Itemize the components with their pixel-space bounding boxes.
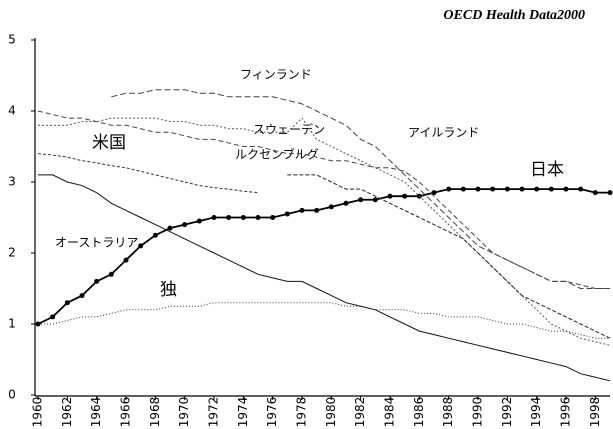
series-label: アイルランド — [408, 126, 479, 140]
point — [50, 314, 56, 320]
series-line — [37, 153, 259, 194]
x-tick-label: 1984 — [383, 397, 397, 428]
point — [372, 197, 378, 203]
point — [79, 293, 85, 299]
point — [431, 190, 437, 196]
point — [138, 243, 144, 249]
x-tick-label: 1990 — [471, 397, 485, 428]
y-tick-label: 0 — [8, 388, 16, 402]
x-tick-label: 1992 — [500, 397, 514, 428]
x-tick-label: 1960 — [31, 397, 45, 428]
point — [152, 232, 158, 238]
x-tick-label: 1998 — [588, 397, 602, 428]
point — [270, 215, 276, 220]
y-tick-label: 1 — [8, 317, 16, 331]
point — [592, 190, 598, 196]
series-line — [37, 188, 610, 325]
x-tick-label: 1970 — [177, 397, 191, 428]
point — [299, 207, 305, 213]
point — [446, 186, 452, 192]
x-tick-label: 1964 — [89, 397, 103, 428]
point — [123, 257, 129, 263]
point — [226, 215, 232, 220]
point — [343, 200, 349, 206]
point — [563, 186, 569, 192]
y-tick-label: 5 — [8, 33, 16, 47]
point — [402, 193, 408, 199]
point — [607, 190, 613, 196]
point — [358, 197, 364, 203]
series-line — [38, 302, 610, 339]
series-label: 独 — [160, 280, 177, 300]
point — [182, 222, 188, 228]
series-label: ルクセンブルグ — [235, 147, 319, 162]
point — [387, 193, 393, 199]
series-line — [37, 110, 610, 289]
point — [167, 225, 173, 231]
point — [534, 186, 540, 192]
x-tick-label: 1996 — [559, 397, 573, 428]
point — [94, 278, 100, 284]
series-line — [38, 174, 611, 382]
series-label: スウェーデン — [253, 122, 325, 137]
point — [196, 218, 202, 224]
point — [504, 186, 510, 192]
series-line — [287, 174, 611, 339]
point — [314, 207, 320, 213]
y-tick-label: 3 — [8, 175, 16, 189]
x-tick-label: 1972 — [207, 397, 221, 428]
x-tick-label: 1974 — [236, 397, 250, 428]
x-tick-label: 1966 — [119, 397, 133, 428]
chart-title: OECD Health Data2000 — [443, 8, 585, 23]
point — [578, 186, 584, 192]
point — [284, 211, 290, 217]
point — [211, 215, 217, 220]
point — [519, 186, 525, 192]
series-label: フィンランド — [240, 68, 312, 82]
point — [475, 186, 481, 192]
series-line — [111, 89, 610, 289]
point — [255, 215, 261, 220]
point — [240, 215, 246, 220]
y-tick-label: 2 — [8, 246, 16, 260]
x-tick-label: 1982 — [353, 397, 367, 428]
point — [64, 300, 70, 306]
point — [460, 186, 466, 192]
point — [108, 271, 114, 277]
x-tick-label: 1978 — [295, 397, 309, 428]
x-tick-label: 1986 — [412, 397, 426, 428]
y-tick-label: 4 — [8, 104, 16, 118]
point — [490, 186, 496, 192]
series-label: オーストラリア — [55, 236, 138, 250]
series-label: 米国 — [92, 133, 126, 153]
x-tick-label: 1994 — [529, 397, 543, 428]
point — [328, 204, 334, 210]
x-tick-label: 1980 — [324, 397, 338, 428]
series-label: 日本 — [530, 160, 564, 180]
x-tick-label: 1962 — [60, 397, 74, 428]
point — [548, 186, 554, 192]
x-tick-label: 1968 — [148, 397, 162, 428]
x-tick-label: 1988 — [441, 397, 455, 428]
x-tick-label: 1976 — [265, 397, 279, 428]
series-line — [38, 117, 611, 346]
